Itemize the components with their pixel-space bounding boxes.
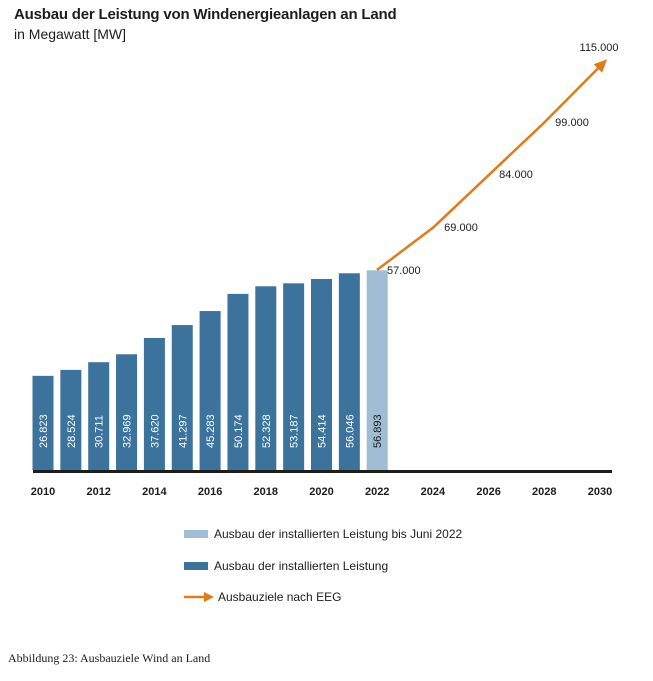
chart-subtitle: in Megawatt [MW] — [14, 26, 127, 42]
bar-2022 — [366, 270, 388, 470]
figure-caption: Abbildung 23: Ausbauziele Wind an Land — [8, 651, 211, 665]
target-value-label: 57.000 — [387, 265, 421, 277]
x-tick-label: 2010 — [31, 486, 55, 498]
legend-swatch-partial — [184, 530, 208, 538]
bar-value-label: 26.823 — [38, 414, 50, 448]
bar-value-label: 56.893 — [372, 414, 384, 448]
x-tick-label: 2012 — [86, 486, 110, 498]
bar-value-label: 45.283 — [205, 414, 217, 448]
target-value-label: 115.000 — [580, 42, 619, 54]
legend-arrow-icon — [184, 592, 214, 602]
bar-value-label: 54.414 — [317, 414, 329, 448]
chart-title: Ausbau der Leistung von Windenergieanlag… — [14, 6, 397, 23]
bar-2015 — [171, 325, 193, 470]
bar-2011 — [60, 369, 82, 470]
bar-2014 — [143, 337, 165, 470]
x-tick-label: 2026 — [476, 486, 500, 498]
bar-value-label: 28.524 — [66, 414, 78, 448]
target-value-label: 99.000 — [555, 117, 589, 129]
legend-swatch-installed — [184, 562, 208, 570]
bar-value-label: 53.187 — [289, 414, 301, 448]
legend-item-installed: Ausbau der installierten Leistung — [184, 559, 388, 573]
bar-2013 — [116, 354, 138, 470]
x-tick-label: 2016 — [198, 486, 222, 498]
legend-item-partial: Ausbau der installierten Leistung bis Ju… — [184, 527, 462, 541]
legend-label-installed: Ausbau der installierten Leistung — [214, 559, 389, 573]
bar-2020 — [311, 279, 332, 470]
target-value-label: 69.000 — [444, 222, 478, 234]
legend-item-target: Ausbauziele nach EEG — [184, 590, 341, 604]
x-tick-label: 2030 — [588, 486, 612, 498]
bar-value-label: 41.297 — [177, 414, 189, 448]
bar-2012 — [88, 362, 110, 470]
x-tick-label: 2024 — [421, 486, 446, 498]
bar-2018 — [255, 286, 277, 470]
target-arrow-head — [593, 59, 608, 73]
bar-value-label: 50.174 — [233, 414, 245, 448]
target-value-label: 84.000 — [499, 169, 533, 181]
legend-label-partial: Ausbau der installierten Leistung bis Ju… — [214, 527, 463, 541]
bar-2021 — [338, 273, 360, 470]
x-tick-label: 2028 — [532, 486, 556, 498]
x-tick-label: 2018 — [254, 486, 278, 498]
bar-2019 — [283, 283, 305, 470]
bar-value-label: 52.328 — [261, 414, 273, 448]
chart: 26.823 28.524 30.711 32.969 37.620 41.297 45.2… — [31, 42, 619, 498]
target-line — [376, 65, 601, 271]
bar-2010 — [32, 375, 54, 470]
bar-value-label: 37.620 — [149, 414, 161, 448]
bar-2017 — [227, 293, 249, 470]
bar-value-label: 30.711 — [94, 415, 106, 448]
bar-value-label: 56.046 — [344, 414, 356, 448]
bar-value-label: 32.969 — [122, 414, 134, 448]
x-tick-label: 2014 — [142, 486, 167, 498]
x-tick-label: 2022 — [365, 486, 389, 498]
legend-label-target: Ausbauziele nach EEG — [218, 590, 342, 604]
bar-2016 — [199, 311, 221, 470]
x-tick-label: 2020 — [309, 486, 333, 498]
